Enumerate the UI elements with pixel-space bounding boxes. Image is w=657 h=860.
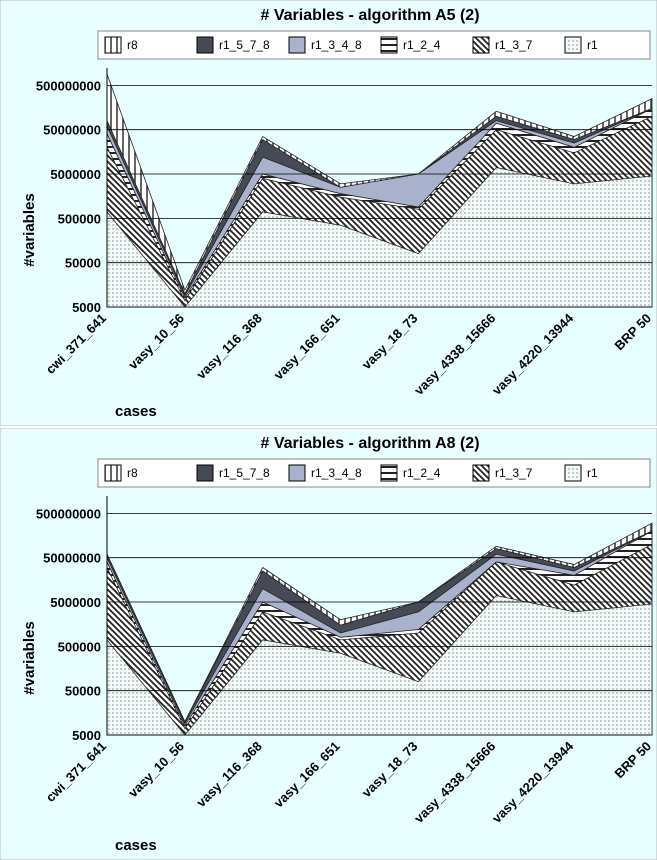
- y-tick-label: 5000000: [50, 595, 101, 610]
- y-tick-label: 5000: [72, 728, 101, 743]
- y-tick-label: 500000: [58, 211, 101, 226]
- legend-label: r1_3_7: [495, 38, 533, 52]
- y-tick-label: 5000: [72, 300, 101, 315]
- legend-label: r1: [587, 38, 598, 52]
- chart: # Variables - algorithm A5 (2) r8 r1_5_7_8…: [0, 0, 657, 426]
- x-axis-label: cases: [115, 403, 157, 420]
- y-tick-label: 500000000: [36, 506, 101, 521]
- y-tick-label: 50000000: [43, 123, 101, 138]
- legend-swatch: [472, 36, 490, 54]
- legend-swatch: [380, 464, 398, 482]
- y-axis-label: #variables: [21, 193, 38, 266]
- legend-label: r8: [127, 466, 138, 480]
- area: [106, 595, 653, 736]
- chart-title: # Variables - algorithm A5 (2): [260, 7, 479, 24]
- y-tick-label: 5000000: [50, 167, 101, 182]
- legend-box: [97, 458, 651, 488]
- legend-label: r1_2_4: [403, 38, 441, 52]
- legend-swatch: [380, 36, 398, 54]
- legend-label: r1_2_4: [403, 466, 441, 480]
- legend-swatch: [288, 464, 306, 482]
- legend-label: r8: [127, 38, 138, 52]
- y-tick-label: 50000: [65, 256, 101, 271]
- legend-label: r1_3_7: [495, 466, 533, 480]
- y-axis-label: #variables: [21, 621, 38, 694]
- y-tick-label: 50000000: [43, 551, 101, 566]
- legend-swatch: [288, 36, 306, 54]
- legend-swatch: [564, 464, 582, 482]
- legend-label: r1_3_4_8: [311, 466, 362, 480]
- y-tick-label: 500000: [58, 639, 101, 654]
- legend-swatch: [564, 36, 582, 54]
- chart: # Variables - algorithm A8 (2) r8 r1_5_7_8…: [0, 428, 657, 860]
- legend-swatch: [196, 36, 214, 54]
- legend-label: r1_3_4_8: [311, 38, 362, 52]
- legend-swatch: [104, 464, 122, 482]
- area: [106, 167, 653, 308]
- y-tick-label: 50000: [65, 684, 101, 699]
- legend-box: [97, 30, 651, 60]
- chart-title: # Variables - algorithm A8 (2): [260, 435, 479, 452]
- legend-label: r1_5_7_8: [219, 38, 270, 52]
- legend-swatch: [472, 464, 490, 482]
- legend-label: r1_5_7_8: [219, 466, 270, 480]
- legend-swatch: [196, 464, 214, 482]
- x-axis-label: cases: [115, 837, 157, 854]
- legend-label: r1: [587, 466, 598, 480]
- y-tick-label: 500000000: [36, 78, 101, 93]
- legend-swatch: [104, 36, 122, 54]
